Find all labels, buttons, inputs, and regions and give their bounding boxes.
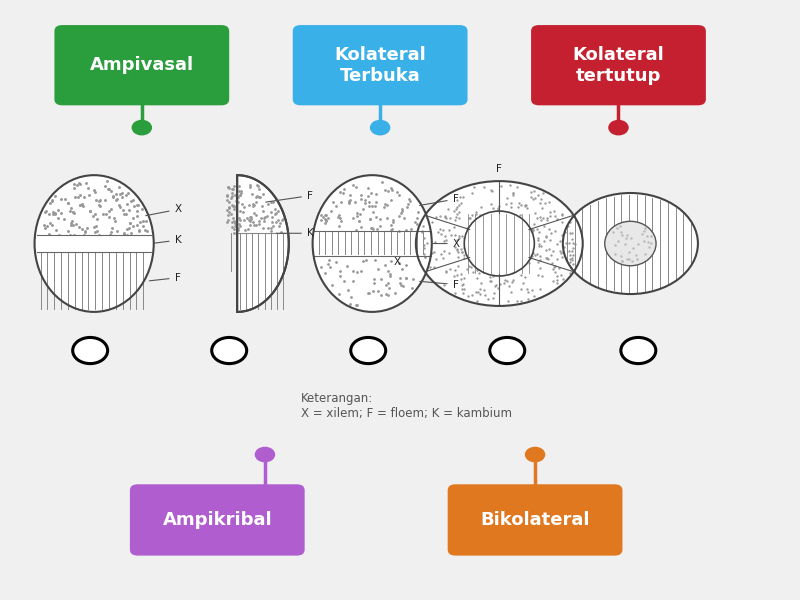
FancyBboxPatch shape [448,484,622,556]
Circle shape [212,337,246,364]
FancyBboxPatch shape [293,25,467,106]
Text: F: F [150,273,181,283]
Text: F: F [266,191,313,202]
Text: X: X [431,239,460,248]
Text: Keterangan:
X = xilem; F = floem; K = kambium: Keterangan: X = xilem; F = floem; K = ka… [301,392,512,420]
Text: Kolateral
tertutup: Kolateral tertutup [573,46,664,85]
Circle shape [526,448,545,461]
Circle shape [132,121,151,135]
Bar [34,235,154,252]
Text: K: K [154,235,182,245]
Text: Bikolateral: Bikolateral [480,511,590,529]
Polygon shape [237,175,289,312]
Text: F: F [420,194,458,205]
Circle shape [621,337,656,364]
Circle shape [490,337,525,364]
FancyBboxPatch shape [54,25,229,106]
Text: X: X [394,257,401,267]
Circle shape [370,121,390,135]
Circle shape [609,121,628,135]
Text: X: X [146,205,182,215]
Text: F: F [496,164,502,173]
Circle shape [255,448,274,461]
FancyBboxPatch shape [130,484,305,556]
Text: Ampivasal: Ampivasal [90,56,194,74]
Circle shape [563,193,698,294]
Ellipse shape [464,211,534,276]
Ellipse shape [605,221,656,266]
Text: F: F [420,280,458,290]
Text: K: K [276,228,314,238]
Text: Ampikribal: Ampikribal [162,511,272,529]
Ellipse shape [313,175,432,312]
Circle shape [73,337,108,364]
Circle shape [350,337,386,364]
Circle shape [416,181,582,306]
FancyBboxPatch shape [531,25,706,106]
Ellipse shape [34,175,154,312]
Text: Kolateral
Terbuka: Kolateral Terbuka [334,46,426,85]
